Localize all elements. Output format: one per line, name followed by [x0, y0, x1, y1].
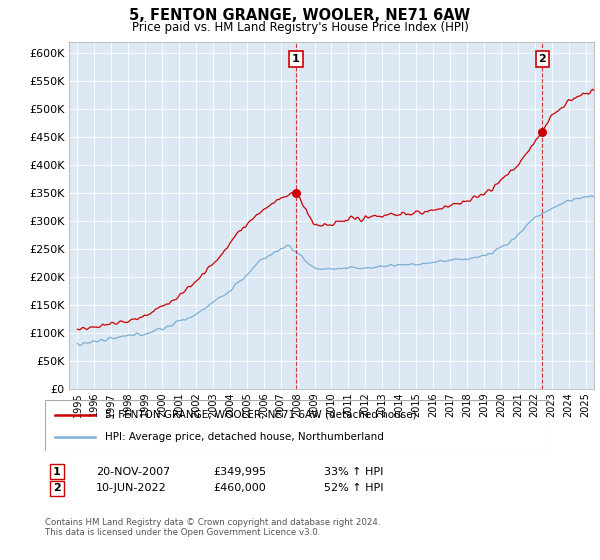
Text: Price paid vs. HM Land Registry's House Price Index (HPI): Price paid vs. HM Land Registry's House …	[131, 21, 469, 34]
Text: 2: 2	[538, 54, 546, 64]
Text: 33% ↑ HPI: 33% ↑ HPI	[324, 466, 383, 477]
Text: 5, FENTON GRANGE, WOOLER, NE71 6AW (detached house): 5, FENTON GRANGE, WOOLER, NE71 6AW (deta…	[106, 409, 417, 419]
Text: HPI: Average price, detached house, Northumberland: HPI: Average price, detached house, Nort…	[106, 432, 385, 442]
Text: 1: 1	[53, 466, 61, 477]
Text: 2: 2	[53, 483, 61, 493]
Text: 52% ↑ HPI: 52% ↑ HPI	[324, 483, 383, 493]
Text: 5, FENTON GRANGE, WOOLER, NE71 6AW: 5, FENTON GRANGE, WOOLER, NE71 6AW	[130, 8, 470, 24]
Text: 20-NOV-2007: 20-NOV-2007	[96, 466, 170, 477]
Text: 10-JUN-2022: 10-JUN-2022	[96, 483, 167, 493]
Text: 1: 1	[292, 54, 300, 64]
Text: £349,995: £349,995	[213, 466, 266, 477]
Text: £460,000: £460,000	[213, 483, 266, 493]
Text: Contains HM Land Registry data © Crown copyright and database right 2024.
This d: Contains HM Land Registry data © Crown c…	[45, 518, 380, 538]
